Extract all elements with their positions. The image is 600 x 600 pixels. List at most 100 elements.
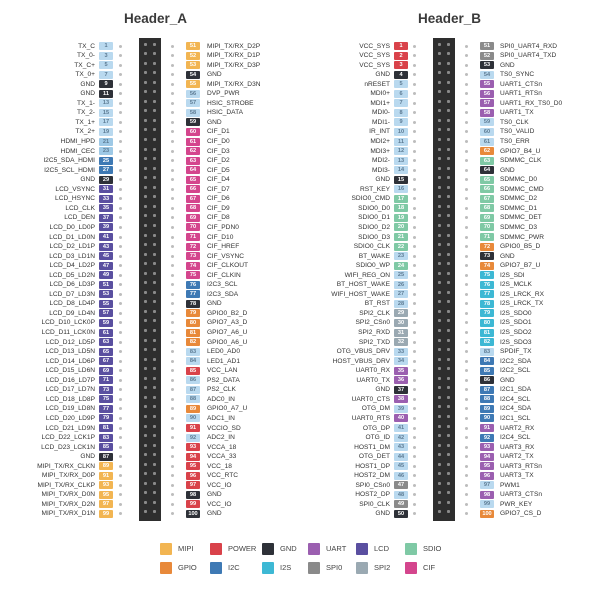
pin-label: GND <box>500 166 515 174</box>
pin-connector-dot <box>171 178 174 182</box>
header-pin-hole <box>153 52 156 56</box>
header-pin-hole <box>153 329 156 332</box>
pin-number-badge: 19 <box>394 213 408 222</box>
pin-label: GPIO7_CS_D <box>500 510 542 518</box>
header-pin-hole <box>144 147 147 151</box>
pin-number-badge: 89 <box>99 462 113 471</box>
header-pin-hole <box>144 118 147 122</box>
header-pin-hole <box>153 157 156 161</box>
pin-connector-dot <box>465 245 468 249</box>
pin-label: CIF_HREF <box>207 243 240 251</box>
pin-number-badge: 83 <box>186 347 200 356</box>
pin-label: GPIO7_A6_U <box>207 329 248 336</box>
pin-number-badge: 20 <box>394 223 408 232</box>
pin-label: OTG_VBUS_DRV <box>336 348 390 356</box>
pin-number-badge: 1 <box>99 42 113 50</box>
pin-connector-dot <box>171 311 174 315</box>
pin-number-badge: 79 <box>480 309 494 318</box>
pin-label: DVP_PWR <box>207 90 240 98</box>
pin-connector-dot <box>119 311 122 315</box>
pin-connector-dot <box>465 44 468 48</box>
pin-connector-dot <box>171 149 174 153</box>
pin-number-badge: 89 <box>480 404 494 413</box>
pin-label: LCD_VSYNC <box>55 185 95 193</box>
pin-connector-dot <box>413 225 416 229</box>
pin-number-badge: 84 <box>480 357 494 366</box>
header-pin-hole <box>153 309 156 313</box>
pin-connector-dot <box>413 120 416 124</box>
pin-connector-dot <box>119 436 122 440</box>
pin-connector-dot <box>119 197 122 201</box>
pin-number-badge: 95 <box>99 490 113 499</box>
header-pin-hole <box>438 223 441 227</box>
pin-number-badge: 53 <box>99 290 113 299</box>
pin-number-badge: 90 <box>480 414 494 423</box>
pin-label: VCC_IO <box>207 481 232 489</box>
pin-number-badge: 62 <box>480 147 494 156</box>
pin-label: PWM1 <box>500 481 520 489</box>
header-a-connector-strip <box>139 38 161 521</box>
pin-number-badge: 33 <box>99 194 113 203</box>
pin-connector-dot <box>465 283 468 287</box>
pin-number-badge: 60 <box>480 127 494 136</box>
pin-connector-dot <box>413 483 416 487</box>
header-pin-hole <box>153 405 156 409</box>
pin-connector-dot <box>171 140 174 143</box>
pin-label: GND <box>207 300 222 308</box>
legend-item-i2c: I2C <box>210 562 258 576</box>
pin-connector-dot <box>171 397 174 401</box>
header-pin-hole <box>153 434 156 438</box>
pin-label: LCD_CLK <box>65 204 95 212</box>
pin-number-badge: 66 <box>186 185 200 194</box>
pin-label: CIF_D10 <box>207 233 234 241</box>
pin-connector-dot <box>465 111 468 115</box>
header-pin-hole <box>153 348 156 352</box>
pin-label: LCD_D8_LD4P <box>49 300 95 308</box>
pin-connector-dot <box>413 321 416 325</box>
pin-label: SDMMC_D1 <box>500 204 538 212</box>
pin-number-badge: 51 <box>99 280 113 289</box>
pin-connector-dot <box>465 264 468 268</box>
header-pin-hole <box>144 80 147 84</box>
header-pin-hole <box>447 443 450 447</box>
header-pin-hole <box>144 99 147 103</box>
header-pin-hole <box>447 61 450 65</box>
pin-number-badge: 37 <box>99 213 113 222</box>
pin-number-badge: 41 <box>394 424 408 432</box>
pin-label: SDIO0_CMD <box>351 195 390 203</box>
header-pin-hole <box>438 309 441 313</box>
header-pin-hole <box>438 252 441 256</box>
pin-number-badge: 50 <box>394 509 408 518</box>
pin-label: VCCA_18 <box>207 443 237 451</box>
pin-number-badge: 24 <box>394 261 408 270</box>
pin-label: GND <box>375 510 390 518</box>
pin-connector-dot <box>171 502 174 506</box>
pin-connector-dot <box>413 340 416 344</box>
pin-label: I2S_SDO1 <box>500 319 532 327</box>
pin-connector-dot <box>413 416 416 420</box>
header-pin-hole <box>153 109 156 113</box>
pin-connector-dot <box>119 378 122 382</box>
pin-label: SDIO0_WP <box>355 262 390 270</box>
pin-connector-dot <box>465 483 468 487</box>
header-pin-hole <box>153 166 156 170</box>
header-pin-hole <box>144 128 147 132</box>
header-pin-hole <box>153 42 156 46</box>
pin-connector-dot <box>171 44 174 48</box>
pin-number-badge: 81 <box>480 328 494 337</box>
pin-connector-dot <box>413 445 416 449</box>
legend-swatch <box>308 543 320 555</box>
pin-connector-dot <box>465 436 468 440</box>
pin-number-badge: 67 <box>186 194 200 203</box>
pin-connector-dot <box>465 54 468 58</box>
pin-connector-dot <box>171 73 174 77</box>
pin-connector-dot <box>171 120 174 124</box>
pin-label: MIPI_TX/RX_D2N <box>41 500 96 508</box>
pin-connector-dot <box>413 407 416 411</box>
pin-label: TS0_VALID <box>500 128 535 136</box>
pin-connector-dot <box>119 388 122 392</box>
pin-connector-dot <box>171 130 174 134</box>
pin-label: GND <box>500 61 515 69</box>
pin-connector-dot <box>413 455 416 459</box>
pin-number-badge: 63 <box>186 156 200 165</box>
